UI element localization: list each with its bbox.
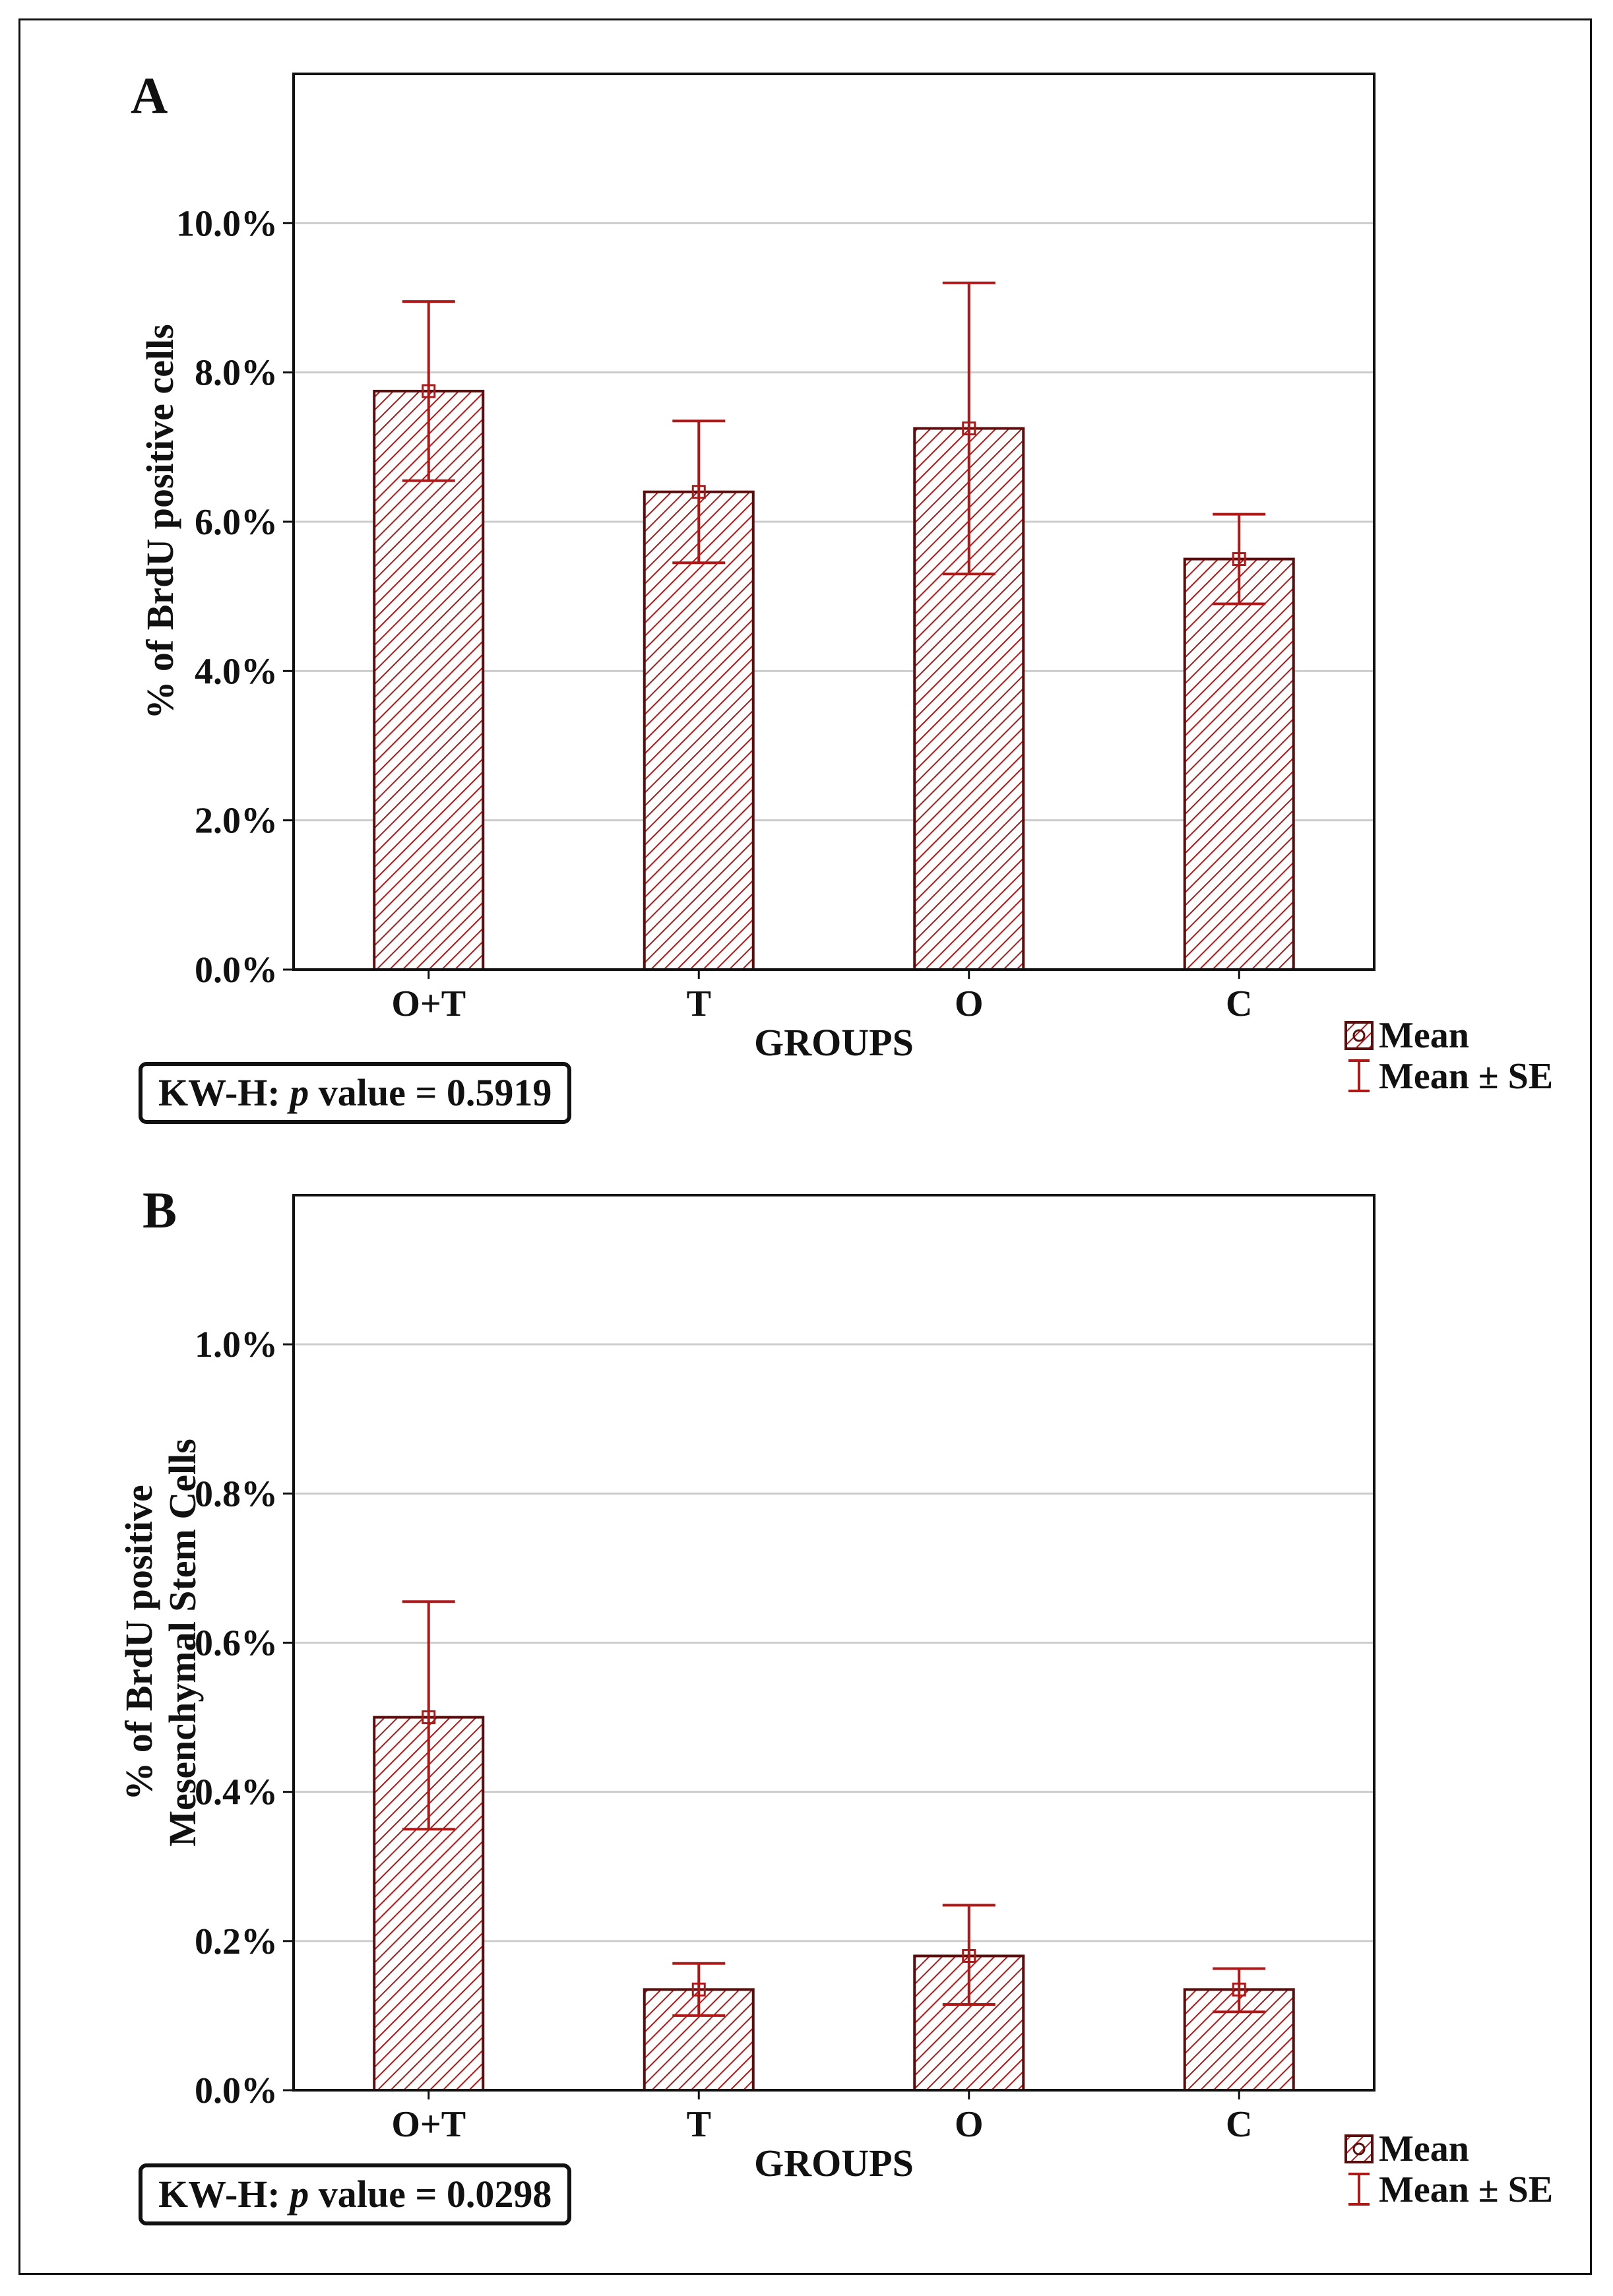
legend-se-label-a: Mean ± SE: [1379, 1056, 1553, 1097]
legend-mean-label-b: Mean: [1379, 2128, 1469, 2169]
y-tick-label-a: 10.0%: [176, 203, 278, 244]
x-tick-label-a-3: C: [1226, 983, 1252, 1024]
legend-mean-marker-a: [1352, 1029, 1366, 1042]
x-tick-label-b-2: O: [955, 2104, 984, 2145]
stat-box-b: KW-H: p value = 0.0298: [139, 2163, 572, 2225]
y-tick-label-a: 0.0%: [195, 950, 278, 991]
y-axis-title-line-b: % of BrdU positive: [117, 1485, 160, 1801]
x-tick-label-a-2: O: [955, 983, 984, 1024]
x-tick-label-b-1: T: [687, 2104, 711, 2145]
mean-marker-b-0: [422, 1710, 436, 1725]
y-tick-label-b: 0.8%: [195, 1474, 278, 1514]
legend-se-label-b: Mean ± SE: [1379, 2169, 1553, 2210]
legend-mean-label-a: Mean: [1379, 1015, 1469, 1056]
panel-b-label: B: [142, 1181, 177, 1239]
x-axis-title-a: GROUPS: [754, 1021, 914, 1064]
legend-mean-swatch-b: [1344, 2134, 1374, 2163]
mean-marker-a-0: [422, 384, 436, 398]
mean-marker-a-1: [691, 485, 706, 499]
stat-b-p-symbol: p: [290, 2173, 309, 2216]
x-axis-title-b: GROUPS: [754, 2142, 914, 2185]
stat-a-suffix: value = 0.5919: [309, 1071, 552, 1114]
mean-marker-a-2: [962, 421, 976, 436]
stat-box-a: KW-H: p value = 0.5919: [139, 1062, 572, 1124]
plot-frame-a: [292, 73, 1376, 971]
y-tick-label-a: 8.0%: [195, 353, 278, 394]
legend-mean-marker-b: [1352, 2142, 1366, 2156]
mean-marker-b-2: [962, 1948, 976, 1963]
y-tick-label-b: 1.0%: [195, 1324, 278, 1365]
mean-marker-a-3: [1232, 552, 1246, 567]
y-tick-label-b: 0.6%: [195, 1623, 278, 1664]
mean-marker-b-3: [1232, 1982, 1246, 1997]
y-tick-label-a: 6.0%: [195, 502, 278, 543]
y-tick-label-b: 0.4%: [195, 1772, 278, 1813]
x-tick-label-b-3: C: [1226, 2104, 1252, 2145]
bar-a-3: [1183, 557, 1295, 971]
mean-marker-b-1: [691, 1982, 706, 1997]
bar-a-1: [643, 490, 755, 971]
y-tick-label-a: 2.0%: [195, 801, 278, 842]
legend-mean-swatch-a: [1344, 1021, 1374, 1050]
y-tick-label-a: 4.0%: [195, 651, 278, 692]
figure-frame: [18, 18, 1592, 2275]
chart-a: 0.0% 2.0% 4.0% 6.0% 8.0% 10.0% O+T T O C GROUPS % o…: [139, 73, 1553, 1097]
bar-a-0: [373, 389, 485, 971]
y-axis-title-line-a: % of BrdU positive cells: [139, 324, 181, 719]
stat-a-p-symbol: p: [290, 1071, 309, 1114]
stat-b-prefix: KW-H:: [158, 2173, 290, 2216]
chart-b: 0.0% 0.2% 0.4% 0.6% 0.8% 1.0% O+T T O C GROUPS % of…: [117, 1194, 1553, 2210]
y-tick-label-b: 0.2%: [195, 1921, 278, 1962]
y-axis-title-line-b: Mesenchymal Stem Cells: [161, 1439, 204, 1847]
x-tick-label-a-0: O+T: [391, 983, 466, 1024]
x-tick-label-b-0: O+T: [391, 2104, 466, 2145]
panel-a-label: A: [131, 67, 168, 124]
y-axis-title-b: % of BrdU positiveMesenchymal Stem Cells: [117, 1439, 204, 1847]
stat-a-prefix: KW-H:: [158, 1071, 290, 1114]
y-tick-label-b: 0.0%: [195, 2070, 278, 2111]
x-tick-label-a-1: T: [687, 983, 711, 1024]
y-axis-title-a: % of BrdU positive cells: [139, 324, 181, 719]
stat-b-suffix: value = 0.0298: [309, 2173, 552, 2216]
plot-frame-b: [292, 1194, 1376, 2092]
